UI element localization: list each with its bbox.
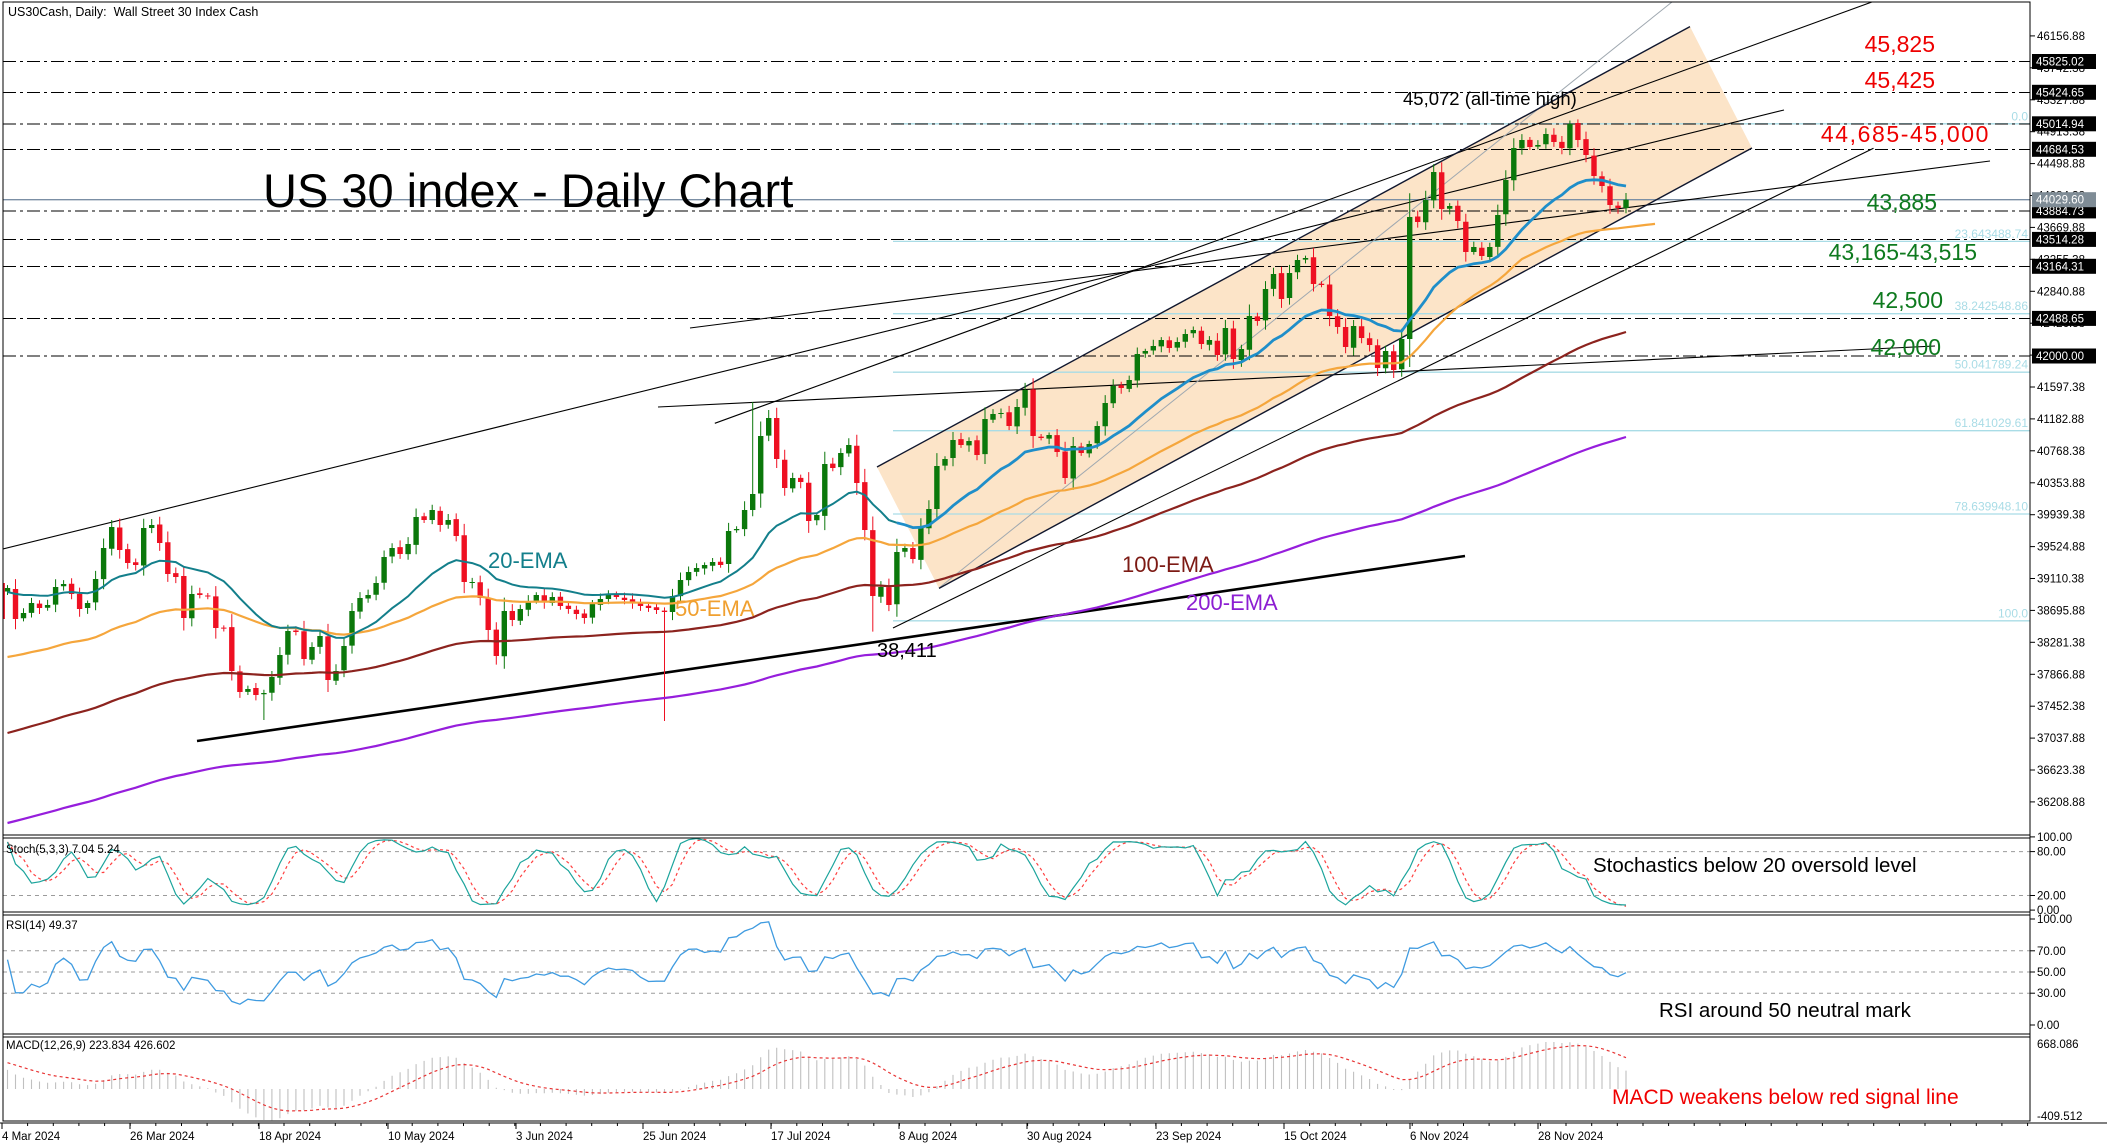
svg-text:43669.88: 43669.88 xyxy=(2037,222,2085,234)
svg-text:6 Nov 2024: 6 Nov 2024 xyxy=(1410,1131,1469,1143)
svg-text:43884.73: 43884.73 xyxy=(2036,206,2084,218)
svg-text:41182.88: 41182.88 xyxy=(2037,414,2084,426)
svg-text:39524.88: 39524.88 xyxy=(2037,542,2085,554)
svg-text:MACD weakens below red signal: MACD weakens below red signal line xyxy=(1612,1086,1959,1109)
svg-text:MACD(12,26,9) 223.834 426.602: MACD(12,26,9) 223.834 426.602 xyxy=(6,1040,175,1052)
svg-text:RSI(14) 49.37: RSI(14) 49.37 xyxy=(6,920,78,932)
svg-text:37037.88: 37037.88 xyxy=(2037,733,2085,745)
svg-text:20-EMA: 20-EMA xyxy=(488,548,568,573)
svg-text:23.643488.74: 23.643488.74 xyxy=(1955,227,2029,241)
svg-text:0.00: 0.00 xyxy=(2037,1020,2059,1032)
svg-text:10 May 2024: 10 May 2024 xyxy=(388,1131,455,1143)
svg-text:40768.38: 40768.38 xyxy=(2037,446,2085,458)
svg-text:45014.94: 45014.94 xyxy=(2036,119,2085,131)
svg-text:RSI around 50 neutral mark: RSI around 50 neutral mark xyxy=(1659,999,1912,1022)
svg-text:44684.53: 44684.53 xyxy=(2036,144,2084,156)
svg-text:50.00: 50.00 xyxy=(2037,967,2066,979)
svg-text:100.0: 100.0 xyxy=(1998,606,2028,620)
svg-text:3 Jun 2024: 3 Jun 2024 xyxy=(516,1131,574,1143)
svg-text:44029.60: 44029.60 xyxy=(2036,195,2084,207)
svg-text:42488.65: 42488.65 xyxy=(2036,313,2084,325)
svg-text:45,425: 45,425 xyxy=(1865,67,1935,93)
svg-text:44498.88: 44498.88 xyxy=(2037,159,2085,171)
svg-text:Stochastics below 20 oversold: Stochastics below 20 oversold level xyxy=(1593,854,1917,877)
svg-text:39939.38: 39939.38 xyxy=(2037,510,2085,522)
svg-text:42840.88: 42840.88 xyxy=(2037,286,2085,298)
svg-text:45,825: 45,825 xyxy=(1865,31,1935,57)
svg-text:38695.88: 38695.88 xyxy=(2037,605,2085,617)
svg-text:0.0: 0.0 xyxy=(2011,109,2028,123)
svg-text:50.041789.24: 50.041789.24 xyxy=(1955,358,2029,372)
svg-text:37452.38: 37452.38 xyxy=(2037,701,2085,713)
svg-text:39110.38: 39110.38 xyxy=(2037,574,2084,586)
svg-text:42,000: 42,000 xyxy=(1871,334,1941,360)
svg-text:43514.28: 43514.28 xyxy=(2036,234,2084,246)
svg-text:-409.512: -409.512 xyxy=(2037,1111,2082,1123)
svg-text:30 Aug 2024: 30 Aug 2024 xyxy=(1027,1131,1092,1143)
svg-text:43,165-43,515: 43,165-43,515 xyxy=(1829,239,1977,265)
svg-text:61.841029.61: 61.841029.61 xyxy=(1955,416,2029,430)
svg-text:100-EMA: 100-EMA xyxy=(1122,552,1214,577)
svg-text:100.00: 100.00 xyxy=(2037,914,2072,926)
svg-text:28 Nov 2024: 28 Nov 2024 xyxy=(1538,1131,1604,1143)
svg-text:37866.88: 37866.88 xyxy=(2037,669,2085,681)
svg-text:US 30 index - Daily Chart: US 30 index - Daily Chart xyxy=(263,164,793,217)
svg-text:26 Mar 2024: 26 Mar 2024 xyxy=(130,1131,195,1143)
svg-text:50-EMA: 50-EMA xyxy=(675,596,755,621)
svg-text:42,500: 42,500 xyxy=(1873,287,1943,313)
svg-text:US30Cash, Daily: Wall Street: US30Cash, Daily: Wall Street 30 Index Ca… xyxy=(8,5,258,19)
svg-text:43164.31: 43164.31 xyxy=(2036,261,2084,273)
svg-text:43,885: 43,885 xyxy=(1867,189,1937,215)
svg-text:38,411: 38,411 xyxy=(877,640,937,662)
svg-text:200-EMA: 200-EMA xyxy=(1186,590,1278,615)
svg-text:Stoch(5,3,3) 7.04 5.24: Stoch(5,3,3) 7.04 5.24 xyxy=(6,844,120,856)
svg-text:25 Jun 2024: 25 Jun 2024 xyxy=(643,1131,707,1143)
svg-text:30.00: 30.00 xyxy=(2037,988,2066,1000)
svg-text:42000.00: 42000.00 xyxy=(2036,351,2084,363)
svg-text:44,685-45,000: 44,685-45,000 xyxy=(1821,121,1990,147)
svg-text:23 Sep 2024: 23 Sep 2024 xyxy=(1156,1131,1222,1143)
svg-text:41597.38: 41597.38 xyxy=(2037,382,2085,394)
svg-text:45424.65: 45424.65 xyxy=(2036,87,2084,99)
svg-text:15 Oct 2024: 15 Oct 2024 xyxy=(1284,1131,1347,1143)
svg-text:45,072 (all-time high): 45,072 (all-time high) xyxy=(1403,88,1577,109)
svg-text:8 Aug 2024: 8 Aug 2024 xyxy=(899,1131,958,1143)
svg-text:36623.38: 36623.38 xyxy=(2037,765,2085,777)
svg-text:100.00: 100.00 xyxy=(2037,832,2072,844)
svg-text:38.242548.86: 38.242548.86 xyxy=(1955,299,2029,313)
svg-text:80.00: 80.00 xyxy=(2037,847,2066,859)
svg-text:70.00: 70.00 xyxy=(2037,946,2066,958)
svg-text:4 Mar 2024: 4 Mar 2024 xyxy=(2,1131,61,1143)
svg-text:46156.88: 46156.88 xyxy=(2037,31,2085,43)
svg-text:78.639948.10: 78.639948.10 xyxy=(1955,500,2029,514)
svg-text:38281.38: 38281.38 xyxy=(2037,637,2085,649)
svg-text:40353.88: 40353.88 xyxy=(2037,478,2085,490)
svg-text:20.00: 20.00 xyxy=(2037,891,2066,903)
svg-text:0.00: 0.00 xyxy=(2037,905,2059,917)
svg-text:668.086: 668.086 xyxy=(2037,1039,2079,1051)
svg-text:36208.88: 36208.88 xyxy=(2037,797,2085,809)
svg-text:45825.02: 45825.02 xyxy=(2036,57,2084,69)
svg-text:17 Jul 2024: 17 Jul 2024 xyxy=(771,1131,831,1143)
svg-text:18 Apr 2024: 18 Apr 2024 xyxy=(259,1131,322,1143)
